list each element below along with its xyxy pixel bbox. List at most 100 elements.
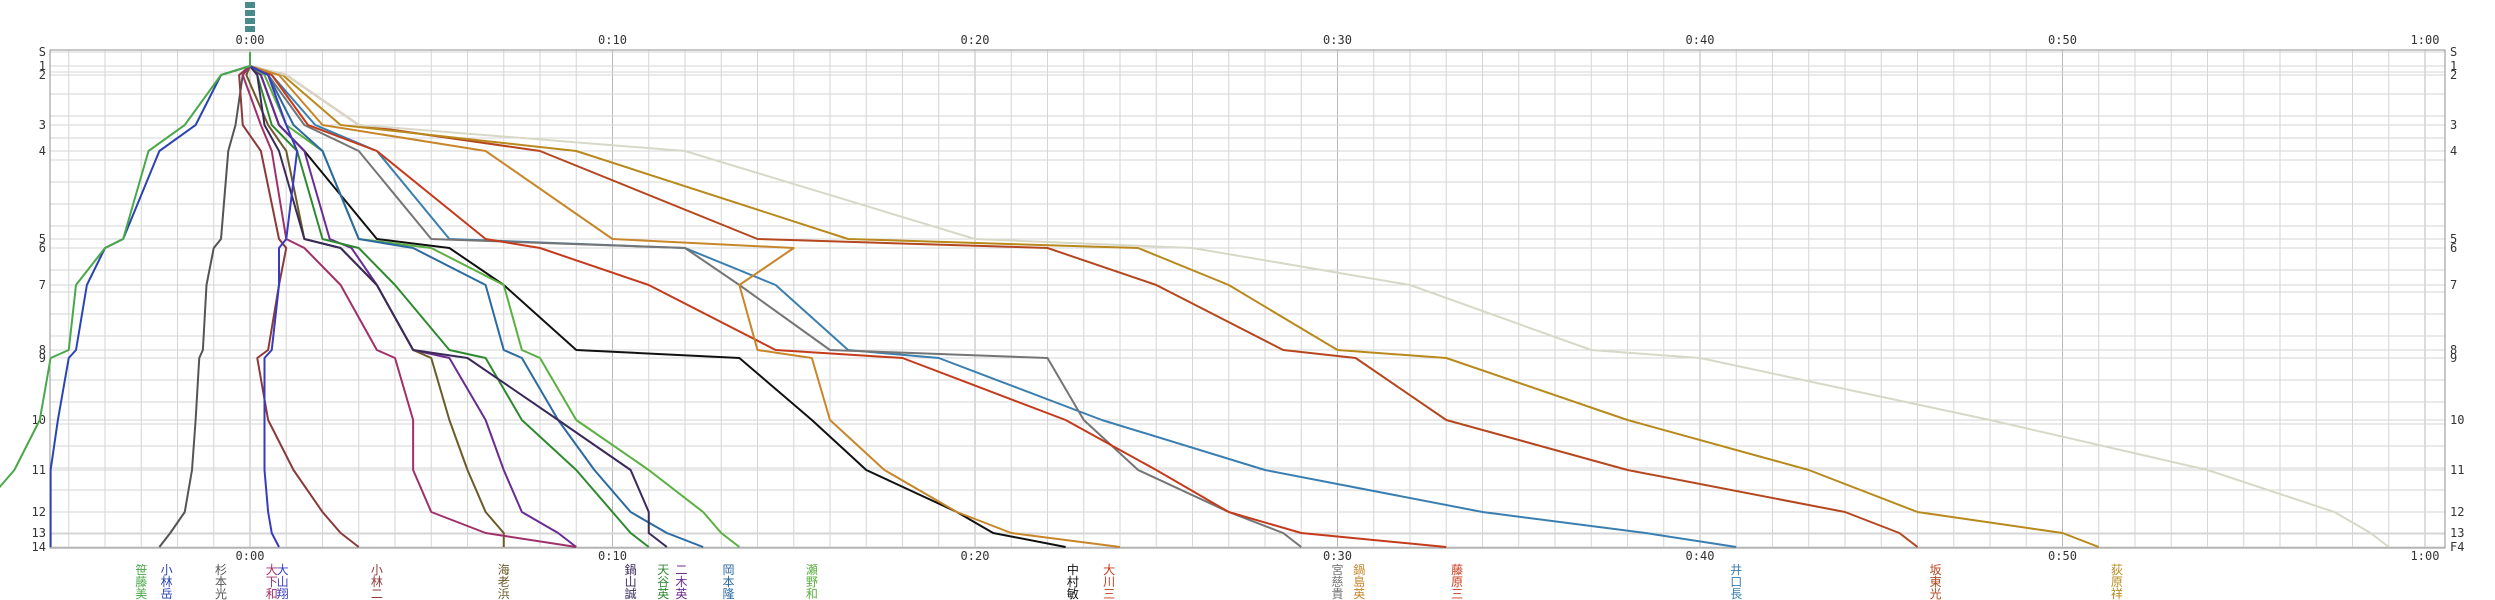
x-tick-label-bottom: 0:40 (1686, 549, 1715, 563)
runner-label-char: 長 (1730, 587, 1742, 600)
runner-label: 宮慈貴 (1331, 562, 1343, 600)
row-label-right: 4 (2450, 144, 2457, 158)
row-label-right: 7 (2450, 278, 2457, 292)
start-marker (245, 2, 255, 32)
runner-label-char: 三 (1103, 587, 1115, 600)
runner-label-char: 井 (1730, 563, 1742, 577)
row-label-right: S (2450, 45, 2457, 59)
runner-label-char: 小 (161, 563, 173, 577)
x-tick-label-bottom: 1:00 (2411, 549, 2440, 563)
runner-label-char: 笹 (135, 563, 147, 577)
runner-label-char: 山 (277, 575, 289, 589)
row-label-left: 3 (39, 118, 46, 132)
x-tick-label-top: 0:30 (1323, 33, 1352, 47)
x-tick-label-bottom: 0:00 (236, 549, 265, 563)
row-label-left: 8 (39, 343, 46, 357)
row-label-left: 14 (32, 540, 46, 554)
x-tick-label-top: 0:50 (2048, 33, 2077, 47)
series-line (249, 52, 2100, 548)
runner-label-char: 二 (675, 563, 687, 577)
runner-labels: 笹藤美小林岳杉本光大下和大山翔小林二海老浜鍋山誠天谷英二木英岡本隆瀬野和中村敏大… (135, 562, 2123, 600)
series-line (249, 52, 704, 548)
runner-label: 小林二 (371, 563, 383, 600)
runner-label-char: 英 (675, 587, 687, 600)
runner-label-char: 天 (657, 563, 669, 577)
row-label-left: 7 (39, 278, 46, 292)
x-tick-label-top: 0:40 (1686, 33, 1715, 47)
row-label-left: 6 (39, 241, 46, 255)
row-label-left: 5 (39, 232, 46, 246)
runner-label: 大川三 (1103, 563, 1115, 600)
x-tick-label-bottom: 0:30 (1323, 549, 1352, 563)
runner-label: 井口長 (1730, 563, 1742, 600)
start-marker-block (245, 2, 255, 8)
series-line (249, 52, 1737, 548)
runner-label: 中村敏 (1067, 562, 1079, 600)
row-label-right: 11 (2450, 463, 2464, 477)
start-marker-block (245, 10, 255, 16)
runner-label-char: 村 (1067, 575, 1079, 589)
runner-label-char: 林 (371, 575, 383, 589)
row-label-left: S (39, 45, 46, 59)
runner-label-char: 島 (1353, 574, 1365, 589)
runner-label-char: 下 (266, 575, 278, 589)
row-label-right: 13 (2450, 526, 2464, 540)
runner-label-char: 東 (1930, 575, 1942, 589)
row-label-left: 2 (39, 68, 46, 82)
series-line (249, 52, 1121, 548)
runner-label-char: 坂 (1930, 563, 1942, 577)
runner-label-char: 鍋 (625, 562, 637, 577)
row-label-left: 9 (39, 351, 46, 365)
runner-label-char: 本 (722, 575, 734, 589)
runner-label-char: 貴 (1331, 587, 1343, 600)
series-line (158, 52, 251, 548)
row-label-left: 12 (32, 505, 46, 519)
row-label-right: 1 (2450, 59, 2457, 73)
runner-label-char: 岡 (722, 563, 734, 577)
row-label-right: 6 (2450, 241, 2457, 255)
runner-label: 海老浜 (498, 562, 510, 600)
runner-label-char: 小 (371, 563, 383, 577)
runner-label-char: 三 (1451, 587, 1463, 600)
runner-label-char: 杉 (215, 563, 227, 577)
row-label-right: 9 (2450, 351, 2457, 365)
runner-label-char: 宮 (1331, 562, 1343, 577)
row-label-left: 13 (32, 526, 46, 540)
series-line (241, 52, 577, 548)
runner-label-char: 英 (1353, 587, 1365, 600)
runner-label-char: 大 (1103, 563, 1115, 577)
runner-label-char: 大 (277, 563, 289, 577)
row-label-right: 12 (2450, 505, 2464, 519)
x-tick-label-top: 1:00 (2411, 33, 2440, 47)
series-line (238, 52, 360, 548)
runner-label-char: 光 (215, 587, 227, 600)
row-label-left: 1 (39, 59, 46, 73)
runner-label-char: 光 (1930, 587, 1942, 600)
runner-label-char: 川 (1103, 575, 1115, 589)
grid (50, 49, 2445, 548)
runner-label-char: 海 (498, 562, 510, 577)
runner-label-char: 敏 (1067, 586, 1079, 600)
runner-label-char: 鍋 (1353, 562, 1365, 577)
series-line (249, 52, 740, 548)
runner-label: 坂東光 (1930, 563, 1942, 600)
runner-label-char: 慈 (1331, 574, 1343, 589)
series-line (249, 52, 1447, 548)
runner-label-char: 祥 (2111, 587, 2123, 600)
runner-label-char: 瀬 (806, 563, 818, 577)
runner-label-char: 原 (1451, 575, 1463, 589)
runner-label-char: 野 (806, 575, 818, 589)
runner-label: 大下和 (266, 563, 278, 600)
runner-label: 鍋島英 (1353, 562, 1365, 600)
x-tick-label-top: 0:20 (961, 33, 990, 47)
runner-label-char: 二 (371, 587, 383, 600)
runner-label: 藤原三 (1451, 563, 1463, 600)
runner-label-char: 林 (161, 575, 173, 589)
runner-label-char: 老 (498, 575, 510, 589)
runner-label-char: 口 (1730, 575, 1742, 589)
runner-label-char: 和 (806, 587, 818, 600)
runner-label-char: 大 (266, 563, 278, 577)
series-lines (0, 52, 2390, 548)
runner-label: 岡本隆 (722, 563, 734, 600)
runner-label-char: 浜 (498, 587, 510, 600)
